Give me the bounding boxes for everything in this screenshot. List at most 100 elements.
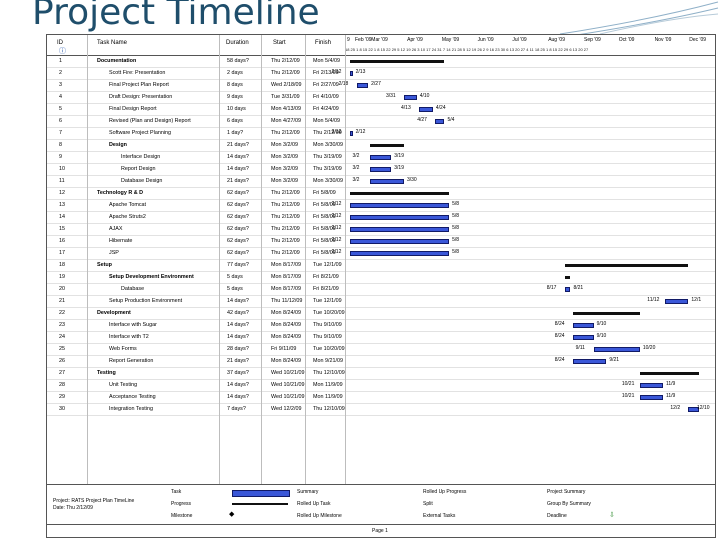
task-row[interactable]: 18 Setup 77 days? Mon 8/17/09 Tue 12/1/09 — [47, 259, 715, 272]
task-bar[interactable] — [349, 239, 450, 244]
task-name: Documentation — [97, 58, 137, 64]
task-duration: 62 days? — [227, 214, 249, 220]
month-label: Mar '09 — [371, 37, 388, 43]
task-bar[interactable] — [435, 119, 445, 124]
task-row[interactable]: 28 Unit Testing 14 days? Wed 10/21/09 Mon 11… — [47, 379, 715, 392]
task-row[interactable]: 21 Setup Production Environment 14 days? Th… — [47, 295, 715, 308]
task-name: Development — [97, 310, 131, 316]
task-bar[interactable] — [349, 71, 353, 76]
task-duration: 14 days? — [227, 298, 249, 304]
summary-bar[interactable] — [564, 276, 571, 279]
task-id: 6 — [59, 118, 62, 124]
task-bar[interactable] — [639, 395, 663, 400]
task-duration: 62 days? — [227, 202, 249, 208]
task-bar[interactable] — [593, 347, 640, 352]
task-bar[interactable] — [572, 359, 607, 364]
task-row[interactable]: 4 Draft Design: Presentation 9 days Tue 3/3… — [47, 91, 715, 104]
legend: Project: RATS Project Plan TimeLine Date… — [47, 484, 715, 525]
task-bar[interactable] — [564, 287, 571, 292]
bar-start-label: 8/17 — [546, 285, 557, 291]
task-bar[interactable] — [403, 95, 417, 100]
task-id: 13 — [59, 202, 65, 208]
task-bar[interactable] — [370, 167, 392, 172]
column-divider — [305, 35, 306, 484]
task-row[interactable]: 7 Software Project Planning 1 day? Thu 2/12… — [47, 127, 715, 140]
summary-bar[interactable] — [349, 60, 445, 63]
task-bar[interactable] — [356, 83, 369, 88]
task-duration: 77 days? — [227, 262, 249, 268]
task-bar[interactable] — [370, 179, 404, 184]
summary-bar[interactable] — [370, 144, 404, 147]
task-bar[interactable] — [370, 155, 392, 160]
summary-bar[interactable] — [572, 312, 640, 315]
task-name: Report Generation — [109, 358, 154, 364]
summary-bar[interactable] — [639, 372, 699, 375]
task-row[interactable]: 3 Final Project Plan Report 8 days Wed 2/18… — [47, 79, 715, 92]
bar-end-label: 5/8 — [452, 201, 460, 207]
task-bar[interactable] — [349, 203, 450, 208]
task-id: 7 — [59, 130, 62, 136]
task-row[interactable]: 20 Database 5 days Mon 8/17/09 Fri 8/21/09 — [47, 283, 715, 296]
task-row[interactable]: 23 Interface with Sugar 14 days? Mon 8/24/0… — [47, 319, 715, 332]
task-bar[interactable] — [419, 107, 433, 112]
task-row[interactable]: 5 Final Design Report 10 days Mon 4/13/09 Fr… — [47, 103, 715, 116]
task-row[interactable]: 14 Apache Struts2 62 days? Thu 2/12/09 Fri 5… — [47, 211, 715, 224]
task-row[interactable]: 25 Web Forms 28 days? Fri 9/11/09 Tue 10/20/… — [47, 343, 715, 356]
task-row[interactable]: 17 JSP 62 days? Thu 2/12/09 Fri 5/8/09 — [47, 247, 715, 260]
task-id: 2 — [59, 70, 62, 76]
task-duration: 42 days? — [227, 310, 249, 316]
task-row[interactable]: 6 Revised (Plan and Design) Report 6 days M… — [47, 115, 715, 128]
legend-split: Split — [423, 501, 433, 507]
task-row[interactable]: 19 Setup Development Environment 5 days Mon… — [47, 271, 715, 284]
task-row[interactable]: 30 Integration Testing 7 days? Wed 12/2/09 T… — [47, 403, 715, 416]
task-id: 30 — [59, 406, 65, 412]
task-row[interactable]: 9 Interface Design 14 days? Mon 3/2/09 Thu 3… — [47, 151, 715, 164]
task-finish: Mon 9/21/09 — [313, 358, 343, 364]
bar-end-label: 4/24 — [435, 105, 446, 111]
task-row[interactable]: 10 Report Design 14 days? Mon 3/2/09 Thu 3/1… — [47, 163, 715, 176]
task-row[interactable]: 15 AJAX 62 days? Thu 2/12/09 Fri 5/8/09 — [47, 223, 715, 236]
task-row[interactable]: 1 Documentation 58 days? Thu 2/12/09 Mon 5/4… — [47, 55, 715, 68]
task-row[interactable]: 29 Acceptance Testing 14 days? Wed 10/21/09… — [47, 391, 715, 404]
task-start: Mon 8/17/09 — [271, 262, 301, 268]
task-row[interactable]: 13 Apache Tomcat 62 days? Thu 2/12/09 Fri 5/… — [47, 199, 715, 212]
task-duration: 9 days — [227, 94, 243, 100]
task-row[interactable]: 16 Hibernate 62 days? Thu 2/12/09 Fri 5/8/09 — [47, 235, 715, 248]
task-finish: Mon 3/30/09 — [313, 178, 343, 184]
task-row[interactable]: 26 Report Generation 21 days? Mon 8/24/09 Mo… — [47, 355, 715, 368]
task-duration: 7 days? — [227, 406, 246, 412]
summary-bar[interactable] — [349, 192, 450, 195]
task-row[interactable]: 12 Technology R & D 62 days? Thu 2/12/09 Fri… — [47, 187, 715, 200]
task-name: Database Design — [121, 178, 163, 184]
bar-end-label: 9/10 — [596, 321, 607, 327]
task-bar[interactable] — [572, 323, 594, 328]
bar-end-label: 2/27 — [371, 81, 381, 87]
legend-project: Project: RATS Project Plan TimeLine — [53, 498, 135, 504]
task-start: Wed 10/21/09 — [271, 370, 305, 376]
milestone-icon: ◆ — [229, 511, 235, 518]
task-bar[interactable] — [349, 227, 450, 232]
task-id: 9 — [59, 154, 62, 160]
page-number: Page 1 — [372, 528, 388, 534]
task-bar[interactable] — [349, 215, 450, 220]
task-row[interactable]: 24 Interface with T2 14 days? Mon 8/24/09 Th… — [47, 331, 715, 344]
task-bar[interactable] — [349, 131, 353, 136]
task-duration: 21 days? — [227, 142, 249, 148]
task-bar[interactable] — [639, 383, 663, 388]
task-name: Apache Struts2 — [109, 214, 146, 220]
task-bar[interactable] — [349, 251, 450, 256]
bar-start-label: 11/12 — [647, 297, 660, 303]
task-row[interactable]: 8 Design 21 days? Mon 3/2/09 Mon 3/30/09 — [47, 139, 715, 152]
task-row[interactable]: 2 Scott Fire: Presentation 2 days Thu 2/12/… — [47, 67, 715, 80]
col-start-header: Start — [273, 40, 286, 46]
task-duration: 62 days? — [227, 238, 249, 244]
summary-bar[interactable] — [564, 264, 689, 267]
task-row[interactable]: 22 Development 42 days? Mon 8/24/09 Tue 10/2… — [47, 307, 715, 320]
bar-start-label: 2/12 — [331, 225, 342, 231]
task-bar[interactable] — [572, 335, 594, 340]
task-row[interactable]: 11 Database Design 21 days? Mon 3/2/09 Mon 3… — [47, 175, 715, 188]
task-finish: Fri 5/8/09 — [313, 250, 336, 256]
task-bar[interactable] — [665, 299, 689, 304]
task-bar[interactable] — [688, 407, 699, 412]
task-row[interactable]: 27 Testing 37 days? Wed 10/21/09 Thu 12/10/0… — [47, 367, 715, 380]
